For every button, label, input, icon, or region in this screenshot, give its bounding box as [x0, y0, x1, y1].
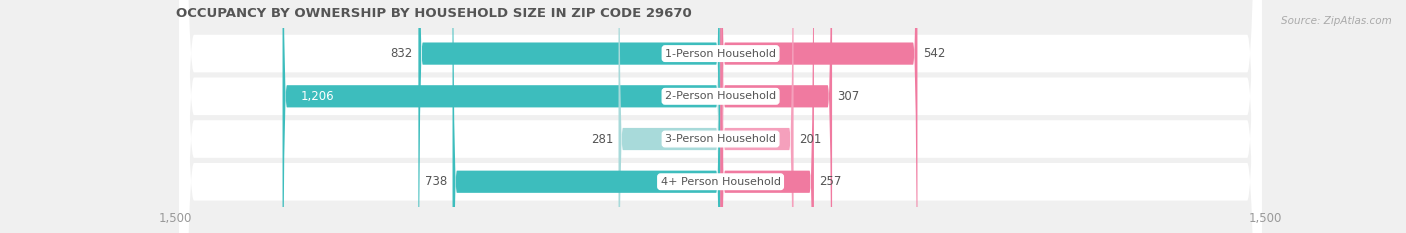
FancyBboxPatch shape	[619, 0, 721, 233]
FancyBboxPatch shape	[283, 0, 721, 233]
Text: 1,206: 1,206	[301, 90, 335, 103]
Text: 307: 307	[838, 90, 860, 103]
FancyBboxPatch shape	[180, 0, 1261, 233]
FancyBboxPatch shape	[721, 0, 832, 233]
Text: 1-Person Household: 1-Person Household	[665, 49, 776, 58]
Text: 201: 201	[799, 133, 821, 146]
Text: 281: 281	[591, 133, 613, 146]
Text: 738: 738	[425, 175, 447, 188]
FancyBboxPatch shape	[721, 0, 918, 233]
FancyBboxPatch shape	[453, 0, 721, 233]
FancyBboxPatch shape	[419, 0, 721, 233]
FancyBboxPatch shape	[180, 0, 1261, 233]
FancyBboxPatch shape	[180, 0, 1261, 233]
Text: 832: 832	[391, 47, 413, 60]
Text: 4+ Person Household: 4+ Person Household	[661, 177, 780, 187]
FancyBboxPatch shape	[721, 0, 814, 233]
Text: OCCUPANCY BY OWNERSHIP BY HOUSEHOLD SIZE IN ZIP CODE 29670: OCCUPANCY BY OWNERSHIP BY HOUSEHOLD SIZE…	[176, 7, 692, 20]
Text: 257: 257	[820, 175, 842, 188]
FancyBboxPatch shape	[180, 0, 1261, 233]
Text: 542: 542	[922, 47, 945, 60]
FancyBboxPatch shape	[721, 0, 793, 233]
Text: Source: ZipAtlas.com: Source: ZipAtlas.com	[1281, 16, 1392, 26]
Text: 3-Person Household: 3-Person Household	[665, 134, 776, 144]
Text: 2-Person Household: 2-Person Household	[665, 91, 776, 101]
